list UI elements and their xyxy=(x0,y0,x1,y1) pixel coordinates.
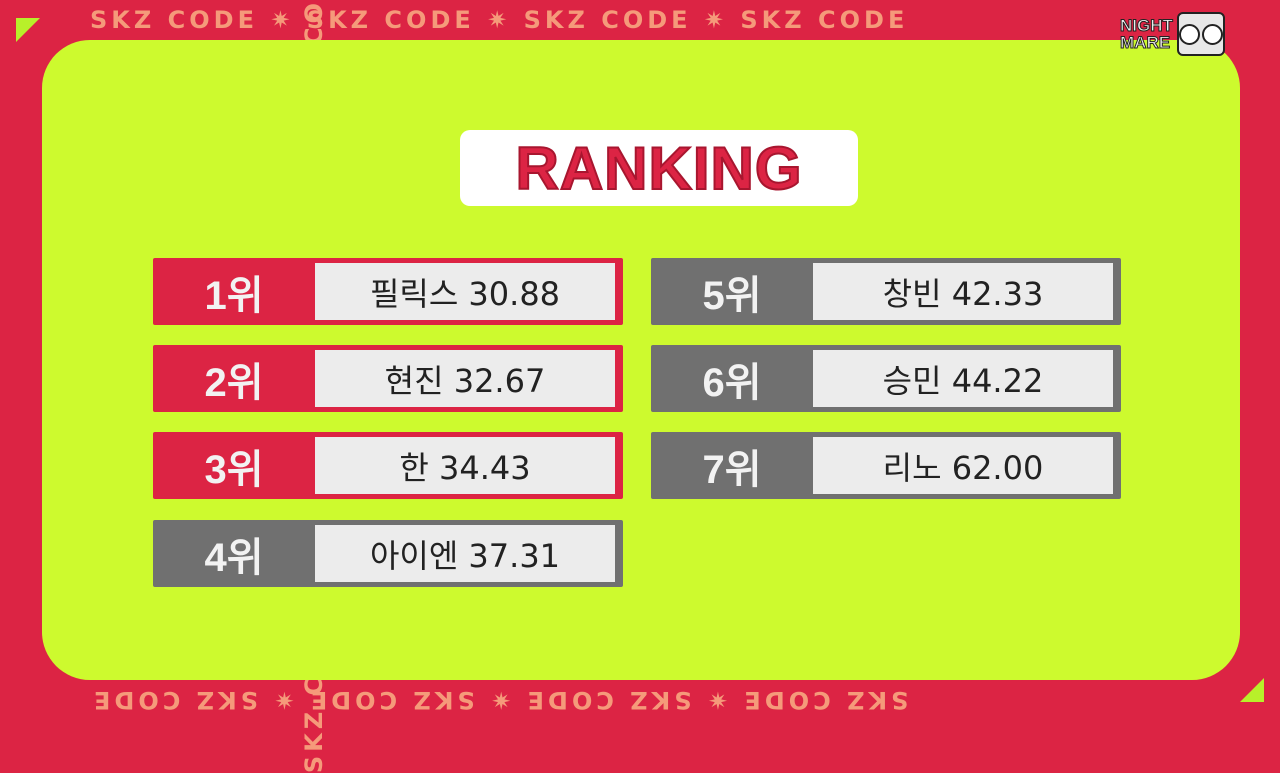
title-box: RANKING xyxy=(460,130,858,206)
rank-label: 4위 xyxy=(204,535,264,580)
member-score: 리노 62.00 xyxy=(813,437,1113,494)
corner-triangle-icon xyxy=(1240,678,1264,702)
rank-label: 5위 xyxy=(702,273,762,318)
member-score: 아이엔 37.31 xyxy=(315,525,615,582)
member-score: 승민 44.22 xyxy=(813,350,1113,407)
nightmare-logo: NIGHT MARE xyxy=(1120,12,1225,56)
ranking-row: 6위 승민 44.22 xyxy=(651,345,1121,412)
member-score: 필릭스 30.88 xyxy=(315,263,615,320)
ranking-row: 2위 현진 32.67 xyxy=(153,345,623,412)
frame-strip-bottom: SKZ CODE ✷ SKZ CODE ✷ SKZ CODE ✷ SKZ COD… xyxy=(90,686,909,714)
ranking-row: 7위 리노 62.00 xyxy=(651,432,1121,499)
owl-icon xyxy=(1176,12,1225,56)
rank-label: 7위 xyxy=(702,447,762,492)
rank-label: 1위 xyxy=(204,273,264,318)
rank-label: 2위 xyxy=(204,360,264,405)
member-score: 한 34.43 xyxy=(315,437,615,494)
frame-strip-top: SKZ CODE ✷ SKZ CODE ✷ SKZ CODE ✷ SKZ COD… xyxy=(90,6,909,34)
member-score: 창빈 42.33 xyxy=(813,263,1113,320)
ranking-row: 1위 필릭스 30.88 xyxy=(153,258,623,325)
ranking-row: 5위 창빈 42.33 xyxy=(651,258,1121,325)
page-title: RANKING xyxy=(515,134,803,203)
logo-line-1: NIGHT xyxy=(1120,16,1174,35)
rank-label: 6위 xyxy=(702,360,762,405)
ranking-row: 3위 한 34.43 xyxy=(153,432,623,499)
ranking-row: 4위 아이엔 37.31 xyxy=(153,520,623,587)
logo-line-2: MARE xyxy=(1120,33,1171,52)
rank-label: 3위 xyxy=(204,447,264,492)
member-score: 현진 32.67 xyxy=(315,350,615,407)
corner-triangle-icon xyxy=(16,18,40,42)
